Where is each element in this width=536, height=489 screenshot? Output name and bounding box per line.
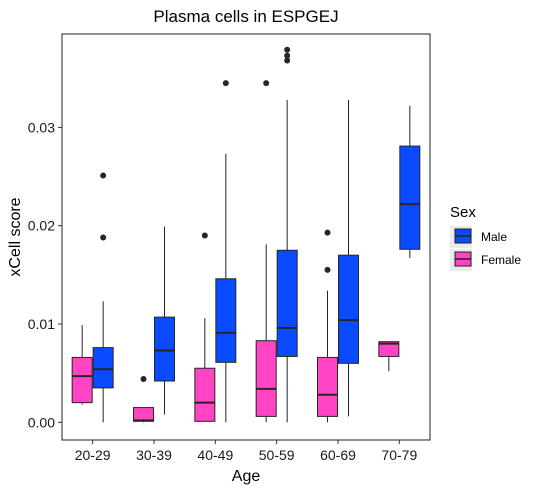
box-female-70-79 bbox=[378, 341, 400, 372]
outlier-point bbox=[284, 46, 291, 53]
x-axis-title: Age bbox=[232, 468, 261, 485]
y-tick-label: 0.00 bbox=[28, 414, 55, 430]
box-female-50-59 bbox=[255, 80, 277, 423]
outlier-point bbox=[284, 52, 291, 59]
box-female-60-69 bbox=[317, 229, 338, 423]
box-male-40-49 bbox=[215, 80, 237, 423]
outlier-point bbox=[100, 234, 107, 241]
legend-title: Sex bbox=[450, 204, 476, 221]
x-tick-label: 30-39 bbox=[136, 447, 172, 463]
x-tick-label: 50-59 bbox=[259, 447, 295, 463]
box-male-30-39 bbox=[154, 226, 175, 415]
outlier-point bbox=[222, 80, 229, 87]
box-female-40-49 bbox=[194, 232, 216, 422]
outlier-point bbox=[263, 80, 270, 87]
box-female-30-39 bbox=[133, 376, 154, 423]
box-iqr bbox=[378, 341, 400, 357]
box-iqr bbox=[194, 367, 216, 422]
x-axis: 20-29 30-39 40-49 50-59 60-69 70-79 bbox=[75, 440, 417, 463]
box-iqr bbox=[133, 407, 154, 422]
box-iqr bbox=[215, 278, 237, 363]
box-male-70-79 bbox=[399, 105, 421, 259]
plot-panel bbox=[61, 33, 431, 441]
chart-title: Plasma cells in ESPGEJ bbox=[153, 7, 338, 26]
box-iqr bbox=[255, 340, 277, 417]
box-iqr bbox=[92, 347, 114, 389]
outlier-point bbox=[100, 172, 107, 179]
box-iqr bbox=[338, 254, 359, 364]
outlier-point bbox=[140, 376, 147, 383]
box-iqr bbox=[399, 145, 421, 250]
boxplot-marks bbox=[71, 46, 421, 423]
y-tick-label: 0.02 bbox=[28, 218, 55, 234]
legend-label-male: Male bbox=[481, 230, 507, 244]
outlier-point bbox=[324, 229, 331, 236]
box-female-20-29 bbox=[71, 324, 93, 405]
y-axis: 0.00 0.01 0.02 0.03 bbox=[28, 119, 62, 430]
box-iqr bbox=[317, 356, 338, 417]
box-male-50-59 bbox=[276, 46, 298, 423]
box-male-60-69 bbox=[338, 99, 359, 417]
x-tick-label: 40-49 bbox=[197, 447, 233, 463]
outlier-point bbox=[324, 266, 331, 273]
x-tick-label: 70-79 bbox=[381, 447, 417, 463]
box-iqr bbox=[71, 356, 93, 404]
box-male-20-29 bbox=[92, 172, 114, 423]
box-iqr bbox=[276, 249, 298, 357]
legend-label-female: Female bbox=[481, 253, 521, 267]
x-tick-label: 20-29 bbox=[75, 447, 111, 463]
y-tick-label: 0.01 bbox=[28, 316, 55, 332]
y-tick-label: 0.03 bbox=[28, 119, 55, 135]
outlier-point bbox=[201, 232, 208, 239]
legend: Sex Male Female bbox=[450, 204, 521, 271]
y-axis-title: xCell score bbox=[7, 197, 24, 276]
x-tick-label: 60-69 bbox=[320, 447, 356, 463]
outlier-point bbox=[284, 57, 291, 64]
box-iqr bbox=[154, 316, 175, 382]
